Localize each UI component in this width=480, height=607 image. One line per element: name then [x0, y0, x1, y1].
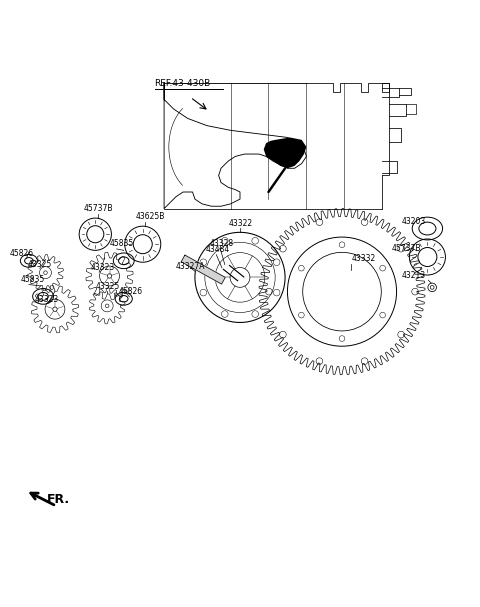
- Text: 43213: 43213: [401, 271, 425, 280]
- Text: 43625B: 43625B: [136, 212, 165, 222]
- Text: 43327A: 43327A: [176, 262, 205, 271]
- Polygon shape: [181, 255, 225, 284]
- Text: 45737B: 45737B: [84, 205, 113, 213]
- Text: 43203: 43203: [401, 217, 426, 226]
- Text: 43332: 43332: [351, 254, 376, 263]
- Text: 43323: 43323: [91, 263, 115, 272]
- Text: 45826: 45826: [119, 287, 143, 296]
- Text: 43323: 43323: [35, 294, 60, 304]
- Text: FR.: FR.: [47, 493, 70, 506]
- Text: 43325: 43325: [27, 260, 52, 269]
- Text: 45826: 45826: [10, 249, 34, 258]
- Text: 45835: 45835: [21, 275, 45, 284]
- Text: 45835: 45835: [109, 240, 134, 248]
- Text: 43325: 43325: [96, 282, 120, 291]
- Text: 45737B: 45737B: [392, 244, 421, 253]
- Text: REF.43-430B: REF.43-430B: [155, 79, 211, 87]
- Text: 43484: 43484: [206, 245, 230, 254]
- Text: 43328: 43328: [209, 239, 233, 248]
- Polygon shape: [264, 137, 306, 168]
- Text: 43322: 43322: [228, 219, 252, 228]
